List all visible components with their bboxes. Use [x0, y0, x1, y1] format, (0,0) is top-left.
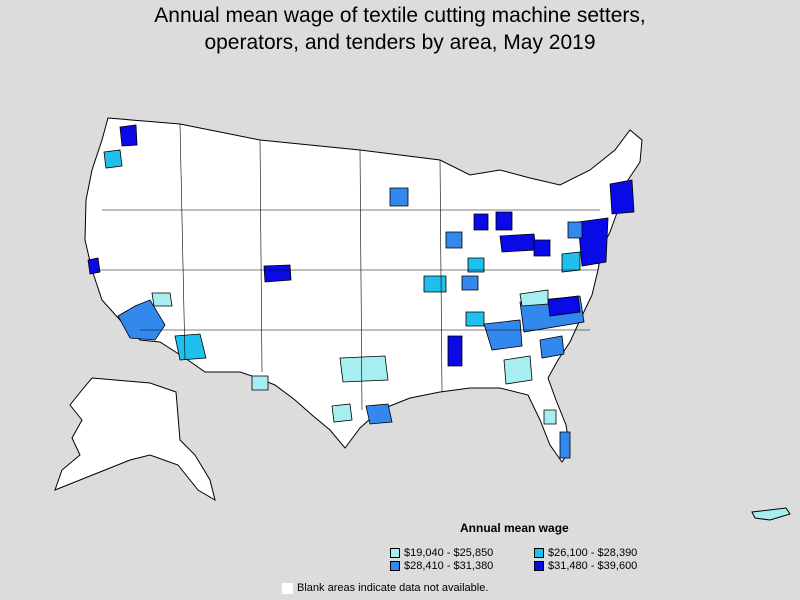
map-title: Annual mean wage of textile cutting mach… — [0, 2, 800, 56]
pittsburgh-area — [533, 239, 551, 257]
florida-north-area — [543, 409, 557, 425]
nashville-area — [465, 311, 485, 327]
seattle-area — [119, 124, 138, 147]
phoenix-area — [174, 333, 207, 361]
legend-label-2: $26,100 - $28,390 — [548, 547, 638, 559]
blank-swatch — [282, 582, 293, 594]
indianapolis-area — [467, 257, 485, 273]
legend-title: Annual mean wage — [460, 521, 569, 535]
tennessee-georgia-area — [483, 319, 523, 351]
contiguous-us-outline — [84, 117, 643, 463]
legend-swatch-3 — [390, 561, 400, 571]
northeast-corridor-area — [577, 217, 609, 267]
boundary-lines — [96, 123, 600, 411]
legend-item-4: $31,480 - $39,600 — [534, 559, 637, 573]
pennsylvania-area — [561, 251, 581, 273]
virginia-area — [547, 295, 581, 317]
memphis-area — [447, 335, 463, 367]
dallas-area — [339, 355, 389, 383]
legend-swatch-1 — [390, 548, 400, 558]
appalachia-area — [519, 289, 549, 307]
legend-item-3: $28,410 - $31,380 — [390, 559, 493, 573]
georgia-area — [503, 355, 533, 385]
south-carolina-area — [539, 335, 565, 359]
legend-swatch-2 — [534, 548, 544, 558]
puerto-rico-outline — [751, 507, 791, 521]
legend-label-3: $28,410 - $31,380 — [404, 560, 494, 572]
st-louis-area — [461, 275, 479, 291]
blank-areas-note: Blank areas indicate data not available. — [282, 582, 488, 594]
houston-area — [365, 403, 393, 425]
legend-label-4: $31,480 - $39,600 — [548, 560, 638, 572]
title-line-1: Annual mean wage of textile cutting mach… — [154, 4, 646, 27]
legend-label-1: $19,040 - $25,850 — [404, 547, 494, 559]
detroit-area — [495, 211, 513, 231]
title-line-2: operators, and tenders by area, May 2019 — [204, 31, 596, 54]
el-paso-area — [251, 375, 269, 391]
minneapolis-area — [389, 187, 409, 207]
las-vegas-area — [151, 292, 173, 307]
denver-area — [263, 264, 292, 283]
florida-east-area — [559, 431, 571, 459]
kansas-city-area — [423, 275, 447, 293]
legend-swatch-4 — [534, 561, 544, 571]
new-york-upstate-area — [567, 221, 583, 239]
portland-area — [103, 149, 123, 169]
new-england-area — [609, 179, 635, 215]
chicago-area — [445, 231, 463, 249]
note-text: Blank areas indicate data not available. — [297, 582, 489, 594]
legend-item-2: $26,100 - $28,390 — [534, 546, 637, 560]
legend-item-1: $19,040 - $25,850 — [390, 546, 493, 560]
austin-area — [331, 403, 353, 423]
alaska-outline — [54, 377, 216, 502]
ohio-area — [499, 233, 537, 253]
bay-area — [87, 257, 101, 275]
milwaukee-area — [473, 213, 489, 231]
